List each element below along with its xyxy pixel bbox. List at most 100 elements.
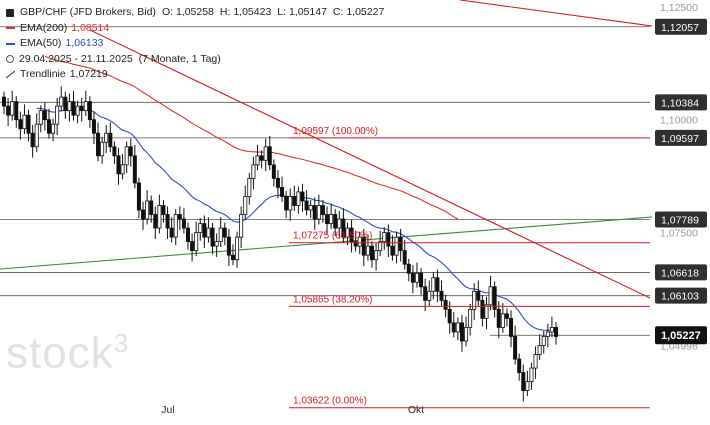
candle-body	[177, 214, 182, 220]
candle-body	[529, 367, 534, 383]
candle-body	[255, 155, 260, 166]
y-tick-label: 1,12500	[660, 2, 698, 14]
legend-ema200[interactable]: EMA(200) 1,08514	[6, 21, 390, 37]
candle-body	[243, 196, 248, 215]
candle-body	[14, 101, 19, 121]
candle-body	[18, 119, 23, 130]
candle-body	[517, 358, 522, 373]
trendline-icon	[6, 70, 15, 79]
candle-body	[451, 322, 456, 333]
candle-body	[300, 191, 305, 202]
candle-body	[509, 317, 514, 337]
candle-body	[341, 218, 346, 238]
candle-body	[521, 372, 526, 392]
candle-body	[369, 245, 374, 261]
candle-body	[63, 96, 68, 112]
candle-body	[194, 232, 199, 252]
candle-body	[296, 191, 301, 206]
candle-body	[169, 227, 174, 238]
candle-body	[480, 299, 485, 319]
candle-body	[484, 304, 489, 319]
candle-body	[284, 196, 289, 211]
candle-body	[427, 290, 432, 301]
candle-body	[210, 227, 215, 247]
candle-body	[419, 272, 424, 288]
candle-body	[42, 110, 47, 121]
open-value: O: 1,05258	[161, 6, 214, 18]
watermark-text: stock	[6, 328, 114, 378]
candle-body	[38, 110, 43, 125]
chart-legend: GBP/CHF (JFD Brokers, Bid) O: 1,05258 H:…	[6, 5, 390, 83]
legend-trendline[interactable]: Trendlinie 1,07219	[6, 67, 390, 83]
candle-body	[496, 308, 501, 328]
ema200-label: EMA(200)	[20, 21, 68, 34]
y-tick-label: 1,10000	[660, 115, 698, 127]
candle-body	[271, 164, 276, 179]
candle-body	[312, 205, 317, 220]
candle-body	[275, 177, 280, 188]
candle-body	[263, 146, 268, 161]
candle-body	[345, 227, 350, 238]
candle-body	[402, 250, 407, 265]
candle-body	[132, 155, 137, 184]
candle-body	[230, 254, 235, 261]
candle-body	[459, 322, 464, 342]
candle-body	[30, 132, 35, 148]
candle-body	[181, 218, 186, 229]
close-value: C: 1,05227	[332, 6, 385, 18]
candle-body	[488, 286, 493, 306]
candle-body	[435, 277, 440, 292]
red-down-trendline	[89, 29, 651, 299]
candle-body	[59, 96, 64, 107]
x-tick-label: Jul	[161, 404, 174, 416]
candle-body	[468, 308, 473, 328]
candle-body	[492, 286, 497, 310]
candle-body	[308, 205, 313, 211]
candle-body	[6, 105, 11, 116]
ema200-swatch-icon	[6, 27, 15, 30]
candle-body	[112, 146, 117, 157]
candle-body	[67, 101, 72, 112]
price-level-box	[655, 129, 707, 146]
price-level-box	[655, 264, 707, 281]
candle-body	[153, 214, 158, 229]
price-level-label: 1,10384	[661, 97, 699, 109]
candle-body	[222, 227, 227, 238]
candle-body	[190, 241, 195, 252]
candle-body	[87, 101, 92, 121]
candle-body	[116, 155, 121, 175]
candle-body	[504, 313, 509, 319]
ema50-line	[36, 107, 557, 332]
price-level-box	[655, 287, 707, 304]
low-value: L: 1,05147	[277, 6, 327, 18]
candle-body	[394, 236, 399, 256]
candle-body	[357, 236, 362, 247]
candle-body	[374, 250, 379, 261]
candle-body	[455, 322, 460, 333]
price-level-box	[655, 211, 707, 228]
candle-body	[141, 209, 146, 220]
fib-level-label: 1,09597 (100.00%)	[293, 126, 378, 137]
legend-ohlc-row: GBP/CHF (JFD Brokers, Bid) O: 1,05258 H:…	[6, 5, 390, 21]
candle-body	[26, 114, 31, 134]
candle-body	[218, 227, 223, 243]
candle-body	[55, 105, 60, 125]
candle-body	[128, 146, 133, 157]
candle-body	[292, 196, 297, 206]
candle-body	[545, 331, 550, 337]
trendline-label: Trendlinie	[20, 68, 66, 80]
legend-period: 29.04.2025 - 21.11.2025 (7 Monate, 1 Tag…	[6, 52, 390, 68]
legend-ema50[interactable]: EMA(50) 1,06133	[6, 36, 390, 52]
period-range: 29.04.2025 - 21.11.2025	[19, 52, 133, 65]
candle-body	[83, 101, 88, 112]
candle-body	[349, 227, 354, 243]
candle-body	[320, 205, 325, 215]
candle-body	[382, 232, 387, 243]
candle-body	[410, 272, 415, 283]
price-level-label: 1,06618	[661, 267, 699, 279]
candle-body	[533, 354, 538, 369]
candle-body	[365, 245, 370, 256]
candle-body	[398, 236, 403, 252]
